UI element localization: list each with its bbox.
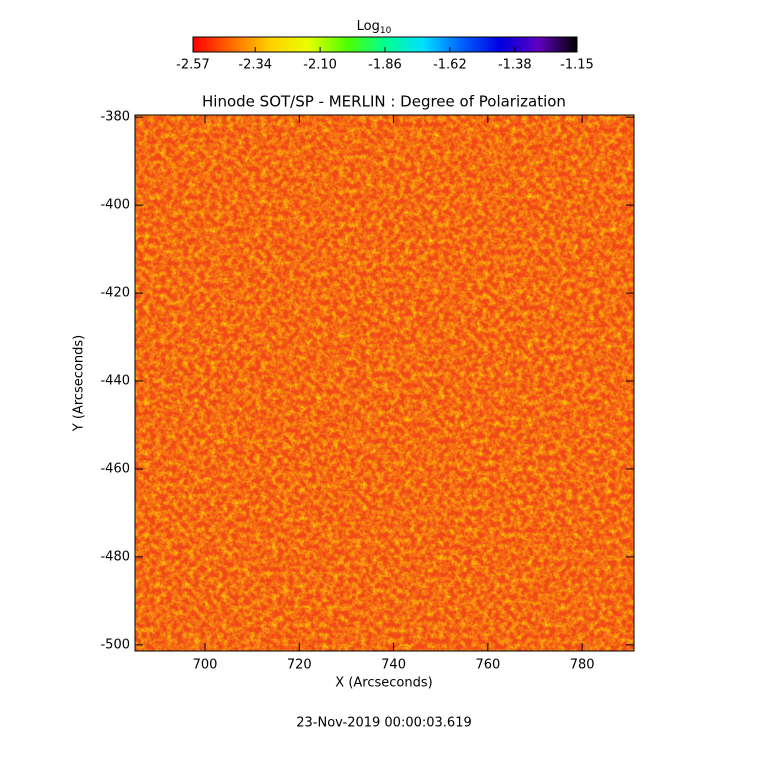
y-tick-label: -420 xyxy=(100,286,130,301)
polarization-image xyxy=(135,115,634,651)
y-tick-label: -440 xyxy=(100,374,130,389)
colorbar-tick-label: -2.57 xyxy=(176,58,210,73)
plot-frame xyxy=(134,114,635,652)
colorbar-label: Log10 xyxy=(357,19,392,36)
colorbar-tick-label: -1.62 xyxy=(433,58,467,73)
y-tick-label: -380 xyxy=(100,110,130,125)
y-tick-label: -400 xyxy=(100,198,130,213)
x-tick-label: 740 xyxy=(381,658,406,673)
x-tick-label: 780 xyxy=(570,658,595,673)
colorbar-label-subscript: 10 xyxy=(380,26,392,36)
x-tick-label: 700 xyxy=(193,658,218,673)
y-tick-label: -480 xyxy=(100,549,130,564)
colorbar-tick-label: -2.10 xyxy=(303,58,337,73)
colorbar-tick-label: -1.38 xyxy=(498,58,532,73)
x-tick-label: 720 xyxy=(287,658,312,673)
y-tick-label: -500 xyxy=(100,637,130,652)
colorbar-tick-label: -1.15 xyxy=(560,58,594,73)
x-axis-label: X (Arcseconds) xyxy=(335,676,432,691)
y-tick-label: -460 xyxy=(100,461,130,476)
image-texture xyxy=(135,115,634,651)
colorbar-tick-label: -1.86 xyxy=(368,58,402,73)
y-axis-label: Y (Arcseconds) xyxy=(72,335,87,432)
chart-title: Hinode SOT/SP - MERLIN : Degree of Polar… xyxy=(202,93,566,111)
timestamp: 23-Nov-2019 00:00:03.619 xyxy=(296,716,472,731)
colorbar-tick-label: -2.34 xyxy=(238,58,272,73)
colorbar-label-text: Log xyxy=(357,19,380,34)
x-tick-label: 760 xyxy=(475,658,500,673)
